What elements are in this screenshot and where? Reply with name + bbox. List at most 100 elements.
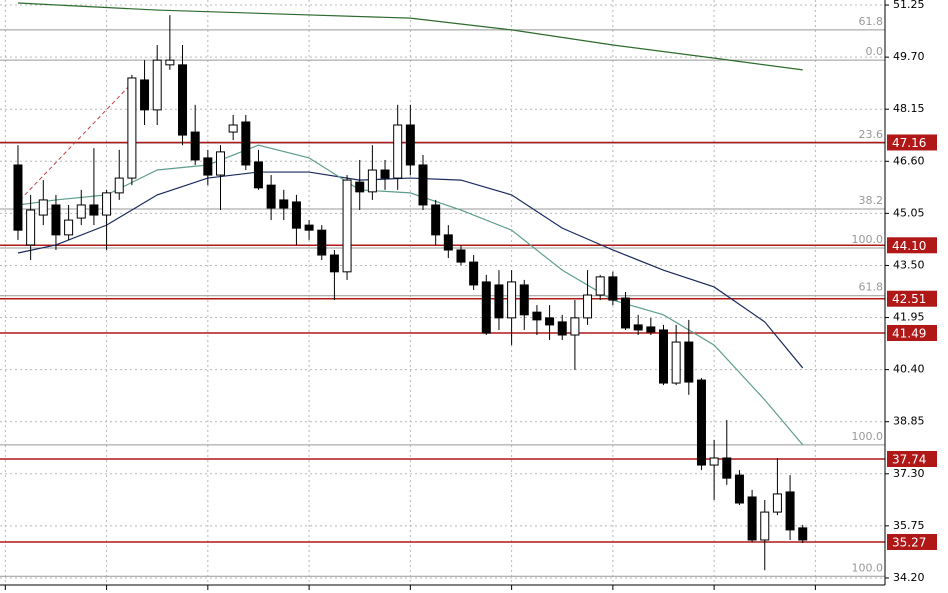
level-box [887, 290, 937, 307]
candle-body [722, 457, 732, 479]
candle-body [203, 157, 213, 176]
candle-body [557, 321, 567, 336]
y-tick-label: 38.85 [893, 415, 925, 428]
candle-body [532, 311, 542, 321]
candle-body [595, 276, 605, 296]
candles [13, 15, 808, 571]
candle-body [798, 527, 808, 541]
candle-body [190, 131, 200, 161]
candle-body [64, 219, 74, 236]
fib-label: 23.6 [859, 128, 884, 141]
level-box [887, 324, 937, 341]
candle-body [228, 124, 238, 133]
candle-body [279, 199, 289, 209]
candle-body [608, 276, 618, 301]
y-tick-label: 35.75 [893, 519, 925, 532]
level-label: 37.74 [892, 452, 926, 466]
candle-body [507, 281, 517, 319]
candle-body [178, 64, 188, 136]
y-tick-label: 49.70 [893, 50, 925, 63]
candle-body [481, 281, 491, 334]
candle-body [26, 209, 36, 246]
candle-body [152, 59, 162, 111]
candle-body [266, 184, 276, 209]
level-label: 42.51 [892, 292, 926, 306]
candle-body [380, 169, 390, 179]
candle-body [89, 204, 99, 216]
candle-body [583, 294, 593, 319]
candle-body [317, 229, 327, 256]
fib-label: 100.0 [852, 430, 884, 443]
candle-body [51, 204, 61, 236]
candle-body [494, 284, 504, 319]
candle-body [545, 317, 555, 326]
candle-body [76, 204, 86, 219]
fib-label: 61.8 [859, 281, 884, 294]
level-box [887, 450, 937, 467]
moving-average [17, 144, 804, 446]
candle-body [102, 192, 112, 216]
fib-label: 38.2 [859, 194, 884, 207]
y-tick-label: 45.05 [893, 206, 925, 219]
candle-body [671, 341, 681, 384]
y-tick-label: 34.20 [893, 571, 925, 584]
candle-body [431, 204, 441, 236]
candle-body [696, 379, 706, 466]
y-tick-label: 41.95 [893, 311, 925, 324]
fib-label: 100.0 [852, 233, 884, 246]
candle-body [456, 249, 466, 263]
candle-body [304, 224, 314, 231]
level-label: 44.10 [892, 239, 926, 253]
y-tick-label: 37.30 [893, 467, 925, 480]
candle-body [140, 79, 150, 111]
candle-body [215, 151, 225, 176]
candle-body [291, 201, 301, 229]
candle-body [405, 124, 415, 166]
candle-body [241, 121, 251, 166]
fib-label: 0.0 [866, 45, 884, 58]
y-axis-labels: 34.20 35.75 37.30 38.85 40.40 41.95 43.50 45.05… [885, 0, 925, 584]
price-levels: 47.16 44.10 42.51 41.49 37.74 35.27 [0, 134, 937, 550]
candle-body [165, 59, 175, 66]
candle-body [519, 284, 529, 316]
candle-body [114, 177, 124, 194]
candle-body [393, 124, 403, 179]
y-tick-label: 48.15 [893, 102, 925, 115]
candle-body [329, 254, 339, 273]
candle-body [342, 179, 352, 273]
candle-body [469, 261, 479, 286]
level-box [887, 533, 937, 550]
candle-body [355, 181, 365, 193]
grid [0, 0, 885, 590]
candle-body [38, 199, 48, 216]
candle-body [13, 164, 23, 231]
candle-body [684, 341, 694, 383]
fib-label: 100.0 [852, 561, 884, 574]
candle-body [760, 511, 770, 541]
level-label: 41.49 [892, 326, 926, 340]
candle-body [127, 77, 137, 179]
moving-averages [17, 2, 804, 446]
candle-body [785, 491, 795, 531]
candle-body [253, 161, 263, 189]
candle-body [772, 493, 782, 513]
candle-body [734, 474, 744, 504]
candle-body [443, 234, 453, 251]
candle-body [646, 326, 656, 333]
y-tick-label: 40.40 [893, 363, 925, 376]
candle-body [658, 329, 668, 384]
y-tick-label: 51.25 [893, 0, 925, 11]
candle-body [621, 297, 631, 329]
level-box [887, 237, 937, 254]
level-label: 35.27 [892, 535, 926, 549]
y-tick-label: 43.50 [893, 258, 925, 271]
candle-body [709, 457, 719, 466]
candle-body [367, 169, 377, 193]
fib-label: 61.8 [859, 15, 884, 28]
level-label: 47.16 [892, 136, 926, 150]
level-box [887, 134, 937, 151]
candle-body [633, 324, 643, 331]
y-tick-label: 46.60 [893, 154, 925, 167]
moving-average [17, 2, 803, 71]
